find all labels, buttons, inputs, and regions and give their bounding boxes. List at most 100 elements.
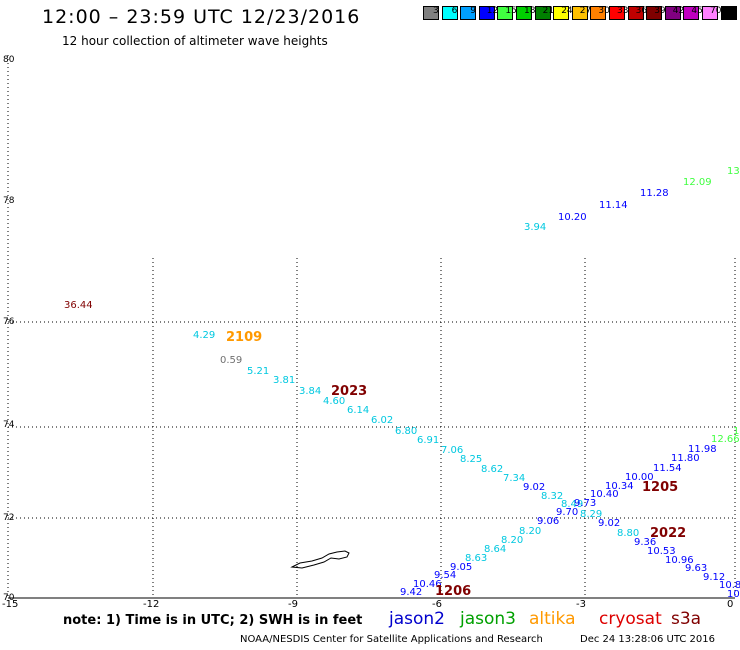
- wave-height-value: 13: [727, 166, 740, 177]
- generation-timestamp: Dec 24 13:28:06 UTC 2016: [580, 634, 715, 645]
- scale-swatch: [609, 6, 625, 20]
- scale-label: 9: [470, 6, 476, 16]
- wave-height-value: 8.32: [541, 491, 564, 502]
- scale-label: 6: [451, 6, 458, 16]
- lon-tick-label: -3: [576, 599, 586, 610]
- wave-height-value: 4.29: [193, 330, 216, 341]
- wave-height-value: 10.20: [558, 212, 587, 223]
- scale-swatch: [720, 6, 737, 20]
- wave-height-value: 11.28: [640, 188, 669, 199]
- wave-height-value: 10: [727, 589, 740, 600]
- satellite-legend-jason3: jason3: [460, 609, 516, 629]
- wave-height-value: 8.49: [561, 499, 584, 510]
- wave-height-value: 11.98: [688, 444, 717, 455]
- wave-height-value: 11.14: [599, 200, 628, 211]
- wave-height-value: 10.00: [625, 472, 654, 483]
- satellite-legend-cryosat: cryosat: [599, 609, 662, 629]
- scale-swatch: [664, 6, 681, 20]
- scale-label: 21: [542, 6, 555, 16]
- lat-tick-label: 70: [3, 593, 15, 603]
- scale-label: 12: [486, 6, 499, 16]
- lon-tick-label: 0: [727, 599, 734, 610]
- satellite-legend-jason2: jason2: [389, 609, 445, 629]
- wave-height-value: 8.29: [580, 509, 603, 520]
- lat-tick-label: 72: [3, 513, 15, 523]
- wave-height-value: 10.34: [605, 481, 634, 492]
- wave-height-value: 8.20: [501, 535, 524, 546]
- wave-height-value: 10.53: [647, 546, 676, 557]
- scale-swatch: [460, 6, 477, 20]
- lat-tick-label: 78: [3, 196, 15, 206]
- wave-height-value: 5.21: [247, 366, 270, 377]
- wave-height-value: 0.59: [220, 355, 243, 366]
- wave-height-value: 8.20: [519, 526, 542, 537]
- wave-height-value: 36.44: [64, 300, 93, 311]
- scale-swatch: [534, 6, 551, 20]
- wave-height-value: 10.96: [665, 555, 694, 566]
- pass-time-label: 2109: [226, 330, 263, 345]
- scale-swatch: [497, 6, 514, 20]
- scale-unit: (ft): [722, 6, 737, 16]
- wave-height-value: 11.54: [653, 463, 682, 474]
- wave-height-value: 4.60: [323, 396, 346, 407]
- wave-height-value: 8.25: [460, 454, 483, 465]
- wave-height-value: 9.42: [400, 587, 423, 598]
- satellite-legend-altika: altika: [529, 609, 576, 629]
- scale-swatch: [702, 6, 718, 20]
- wave-height-value: 6.14: [347, 405, 370, 416]
- wave-height-value: 8.64: [484, 544, 507, 555]
- wave-height-value: 8.62: [481, 464, 504, 475]
- pass-time-label: 1205: [642, 480, 679, 495]
- scale-label: 30: [598, 6, 610, 16]
- wave-height-value: 9.12: [703, 572, 726, 583]
- scale-label: 39: [654, 6, 666, 16]
- wave-height-value: 7.34: [503, 473, 526, 484]
- scale-swatch: [683, 6, 700, 20]
- wave-height-value: 9.02: [523, 482, 546, 493]
- wave-height-value: 1: [733, 426, 740, 437]
- scale-label: 42: [672, 6, 685, 16]
- wave-height-value: 9.06: [537, 516, 560, 527]
- scale-swatch: [627, 6, 644, 20]
- wave-height-value: 12.66: [711, 434, 740, 445]
- units-note: note: 1) Time is in UTC; 2) SWH is in fe…: [63, 613, 363, 628]
- pass-time-label: 2022: [650, 526, 687, 541]
- pass-time-label: 2023: [331, 384, 368, 399]
- scale-swatch: [441, 6, 458, 20]
- lon-tick-label: -15: [2, 599, 19, 610]
- map-grid: [7, 55, 736, 599]
- page-subtitle: 12 hour collection of altimeter wave hei…: [62, 34, 328, 48]
- wave-height-value: 6.91: [417, 435, 440, 446]
- scale-label: 15: [505, 6, 517, 16]
- wave-height-value: 8.80: [617, 528, 640, 539]
- wave-height-value: 6.02: [371, 415, 394, 426]
- wave-height-value: 3.94: [524, 222, 547, 233]
- scale-swatch: [553, 6, 570, 20]
- scale-label: 18: [524, 6, 536, 16]
- wave-height-value: 8.63: [465, 553, 488, 564]
- wave-height-value: 10.46: [413, 579, 442, 590]
- wave-height-value: 9.73: [574, 498, 597, 509]
- lon-tick-label: -12: [143, 599, 160, 610]
- scale-label: 3: [433, 6, 439, 16]
- wave-height-value: 3.84: [299, 386, 322, 397]
- scale-swatch: [516, 6, 532, 20]
- island-outline: [290, 550, 350, 569]
- scale-swatch: [571, 6, 588, 20]
- scale-label: 36: [635, 6, 648, 16]
- wave-height-value: 9.54: [434, 570, 457, 581]
- satellite-legend-s3a: s3a: [671, 609, 702, 629]
- lat-tick-label: 74: [3, 420, 15, 430]
- scale-label: 45: [691, 6, 703, 16]
- page-title: 12:00 – 23:59 UTC 12/23/2016: [42, 6, 361, 28]
- lon-tick-label: -6: [432, 599, 442, 610]
- wave-height-value: 9.36: [634, 537, 657, 548]
- wave-height-value: 12.09: [683, 177, 712, 188]
- wave-height-value: 9.05: [450, 562, 473, 573]
- scale-label: 33: [617, 6, 629, 16]
- scale-label: 27: [579, 6, 592, 16]
- lat-tick-label: 76: [3, 317, 15, 327]
- lat-tick-label: 80: [3, 55, 15, 65]
- scale-label: 70: [710, 6, 722, 16]
